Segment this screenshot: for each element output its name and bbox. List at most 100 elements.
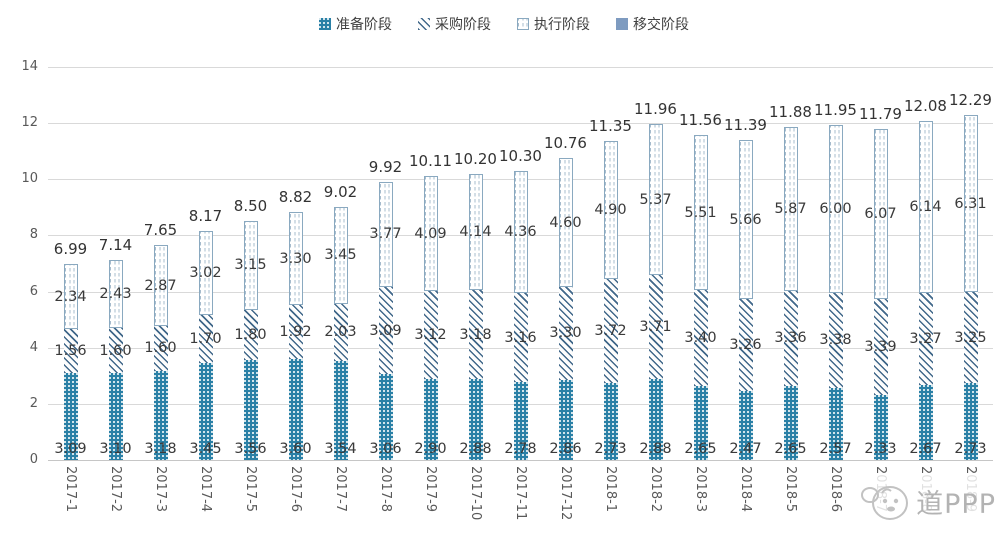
bar-segment-dots <box>963 383 978 460</box>
panda-face-icon <box>861 486 909 520</box>
bar-segment-dashes <box>288 212 303 306</box>
total-value-label: 7.65 <box>143 221 178 240</box>
bar-segment-dashes <box>513 170 528 294</box>
legend-label: 移交阶段 <box>633 17 689 33</box>
legend-label: 执行阶段 <box>534 17 590 33</box>
legend-swatch-solid <box>616 18 628 30</box>
bar-segment-hatch <box>513 293 528 382</box>
total-value-label: 6.99 <box>53 239 88 258</box>
x-tick-label: 2017-6 <box>287 466 303 513</box>
x-tick-label: 2017-3 <box>152 466 168 513</box>
bar-segment-dashes <box>918 120 933 294</box>
total-value-label: 8.17 <box>188 206 223 225</box>
bar-segment-dots <box>288 358 303 460</box>
bar-segment-dots <box>63 373 78 460</box>
y-tick-label: 8 <box>29 227 38 243</box>
bar-segment-dots <box>918 385 933 460</box>
bar-segment-dashes <box>153 245 168 326</box>
x-tick-label: 2017-5 <box>242 466 258 513</box>
bar-segment-hatch <box>288 305 303 359</box>
y-tick-label: 0 <box>29 452 38 467</box>
chart-legend: 准备阶段 采购阶段 执行阶段 移交阶段 <box>0 14 1008 34</box>
x-tick-label: 2017-7 <box>332 466 348 513</box>
watermark: 道PPP <box>852 475 1004 527</box>
bar-segment-dots <box>378 374 393 460</box>
x-tick-label: 2017-12 <box>557 466 573 521</box>
legend-label: 准备阶段 <box>336 17 392 33</box>
bar-segment-dots <box>783 385 798 460</box>
bar-segment-dashes <box>63 263 78 330</box>
legend-item: 准备阶段 <box>319 14 392 34</box>
total-value-label: 10.76 <box>544 133 587 152</box>
bar-segment-dots <box>513 381 528 460</box>
x-tick-label: 2017-2 <box>107 466 123 513</box>
bar-segment-hatch <box>108 328 123 373</box>
bar-segment-hatch <box>693 290 708 386</box>
bar-segment-dots <box>603 383 618 460</box>
legend-item: 采购阶段 <box>418 14 491 34</box>
gridline <box>48 67 993 68</box>
bar-segment-dots <box>108 372 123 460</box>
bar-segment-dashes <box>738 140 753 300</box>
bar-segment-hatch <box>648 275 663 380</box>
total-value-label: 11.88 <box>769 102 812 121</box>
bar-segment-dots <box>333 360 348 460</box>
bar-segment-dots <box>828 387 843 460</box>
bar-segment-dashes <box>558 157 573 288</box>
legend-swatch-dots <box>319 18 331 30</box>
x-tick-label: 2017-1 <box>62 466 78 513</box>
total-value-label: 9.02 <box>323 182 358 201</box>
bar-segment-hatch <box>918 293 933 386</box>
bar-segment-hatch <box>558 287 573 380</box>
y-tick-label: 6 <box>29 283 38 299</box>
bar-segment-dashes <box>198 230 213 316</box>
total-value-label: 10.11 <box>409 152 452 171</box>
bar-segment-dots <box>243 360 258 460</box>
bar-segment-hatch <box>153 325 168 371</box>
bar-segment-hatch <box>783 291 798 386</box>
bar-segment-dashes <box>963 115 978 293</box>
bar-segment-hatch <box>243 309 258 361</box>
bar-segment-hatch <box>873 299 888 395</box>
legend-item: 移交阶段 <box>616 14 689 34</box>
bar-segment-hatch <box>738 299 753 391</box>
bar-segment-hatch <box>963 292 978 384</box>
x-tick-label: 2018-5 <box>782 466 798 513</box>
bar-segment-dots <box>558 379 573 460</box>
x-tick-label: 2017-11 <box>512 466 528 521</box>
bar-segment-dashes <box>423 176 438 291</box>
y-tick-label: 2 <box>29 395 38 411</box>
total-value-label: 12.08 <box>904 96 947 115</box>
total-value-label: 11.96 <box>634 100 677 119</box>
bar-segment-dashes <box>783 126 798 292</box>
total-value-label: 8.50 <box>233 197 268 216</box>
bar-segment-dashes <box>873 129 888 300</box>
bar-segment-hatch <box>468 289 483 380</box>
legend-label: 采购阶段 <box>435 17 491 33</box>
bar-segment-hatch <box>603 278 618 384</box>
x-tick-label: 2017-10 <box>467 466 483 521</box>
total-value-label: 8.82 <box>278 188 313 207</box>
bar-segment-dots <box>738 390 753 460</box>
bar-segment-dashes <box>378 181 393 288</box>
x-tick-label: 2018-6 <box>827 466 843 513</box>
bar-segment-hatch <box>423 291 438 379</box>
gridline <box>48 460 993 461</box>
total-value-label: 11.39 <box>724 116 767 135</box>
y-tick-label: 12 <box>21 115 38 131</box>
bar-segment-dashes <box>333 206 348 304</box>
bar-segment-dashes <box>648 124 663 275</box>
x-tick-label: 2018-3 <box>692 466 708 513</box>
bar-segment-dots <box>468 379 483 460</box>
bar-segment-dots <box>198 363 213 460</box>
bar-segment-dashes <box>243 221 258 310</box>
bar-segment-dashes <box>468 173 483 290</box>
bar-segment-hatch <box>198 315 213 364</box>
bar-segment-hatch <box>378 287 393 375</box>
total-value-label: 7.14 <box>98 235 133 254</box>
bar-segment-dots <box>693 385 708 460</box>
watermark-text: 道PPP <box>916 488 996 520</box>
x-tick-label: 2017-4 <box>197 466 213 513</box>
